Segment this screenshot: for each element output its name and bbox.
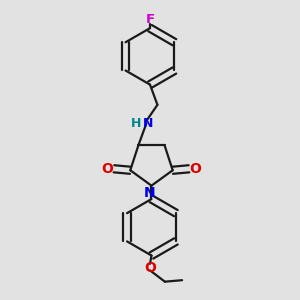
Text: O: O <box>101 162 113 176</box>
Text: N: N <box>144 186 156 200</box>
Text: O: O <box>190 162 202 176</box>
Text: F: F <box>146 13 154 26</box>
Text: N: N <box>142 117 153 130</box>
Text: O: O <box>144 261 156 275</box>
Text: H: H <box>131 117 141 130</box>
